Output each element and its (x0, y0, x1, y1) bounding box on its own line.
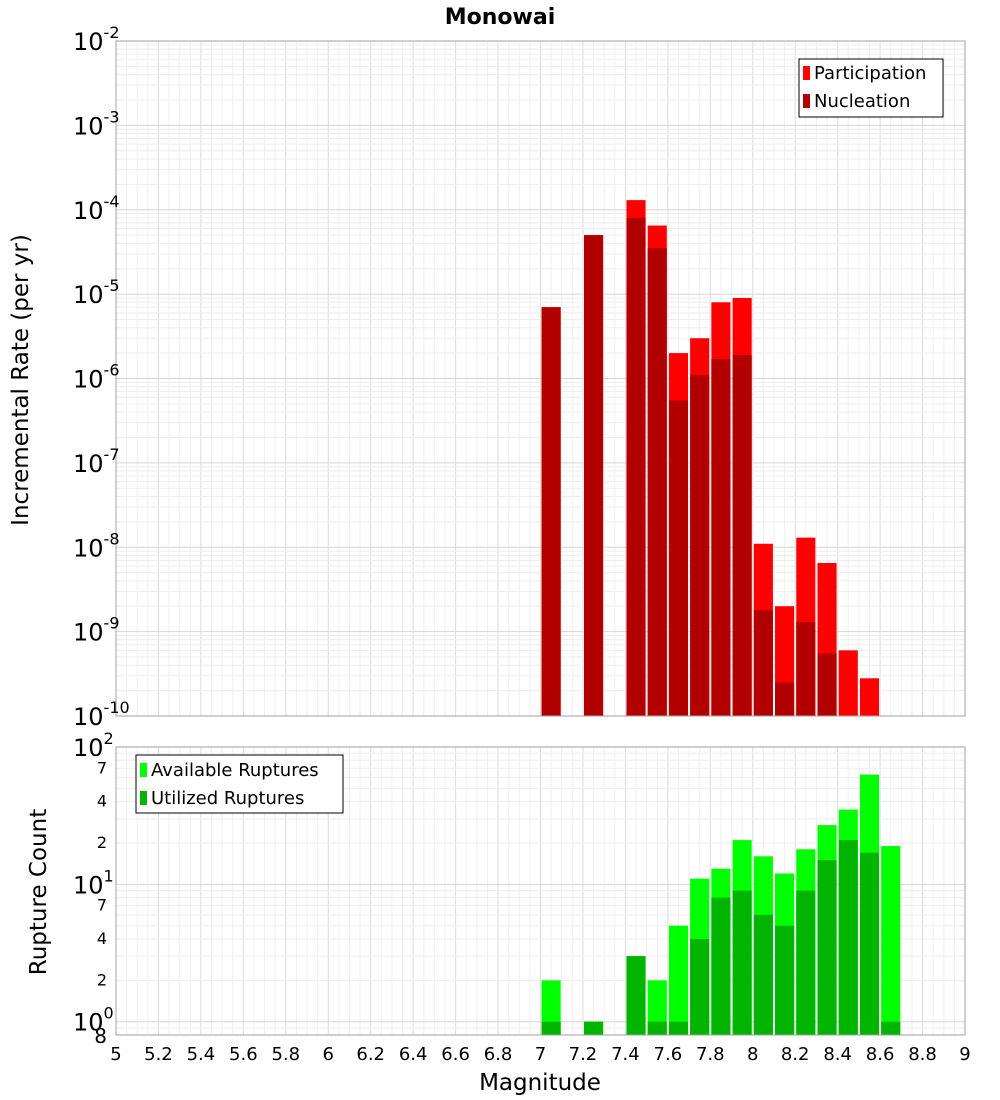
bar-utilized-ruptures (817, 860, 837, 1035)
legend-swatch (140, 763, 147, 777)
x-tick-label: 7.4 (611, 1044, 640, 1065)
bar-utilized-ruptures (541, 1021, 561, 1035)
chart-title: Monowai (445, 5, 556, 30)
bar-utilized-ruptures (711, 897, 731, 1035)
y-tick-label: 10-3 (73, 107, 120, 140)
legend: Participation Nucleation (798, 58, 944, 118)
bar-participation (859, 678, 880, 716)
y-tick-label: 10-10 (73, 698, 130, 731)
legend-box (798, 58, 944, 118)
legend-label: Utilized Ruptures (151, 788, 304, 809)
bar-utilized-ruptures (838, 840, 858, 1035)
bar-utilized-ruptures (668, 1021, 689, 1035)
legend: Available Ruptures Utilized Ruptures (135, 754, 344, 814)
x-tick-label: 6.8 (484, 1044, 513, 1065)
bar-utilized-ruptures (584, 1021, 604, 1035)
bar-participation (838, 650, 858, 716)
bar-nucleation (775, 682, 795, 716)
bar-utilized-ruptures (859, 852, 880, 1035)
y-tick-label: 4 (97, 929, 107, 948)
bar-nucleation (817, 653, 837, 716)
y-tick-label: 8 (94, 1024, 107, 1048)
x-tick-label: 8.6 (866, 1044, 895, 1065)
y-tick-label: 2 (97, 833, 107, 852)
x-axis-title: Magnitude (479, 1070, 601, 1096)
x-tick-label: 8.4 (823, 1044, 852, 1065)
y-tick-label: 7 (97, 758, 107, 777)
x-tick-label: 6 (323, 1044, 334, 1065)
y-tick-label: 4 (97, 792, 107, 811)
bar-nucleation (732, 354, 752, 716)
bar-utilized-ruptures (753, 914, 773, 1035)
bar-nucleation (647, 248, 667, 717)
y-tick-label: 10-5 (73, 276, 120, 309)
y-tick-label: 10-9 (73, 614, 120, 647)
x-tick-label: 6.6 (441, 1044, 470, 1065)
bar-nucleation (584, 235, 604, 716)
legend-swatch (803, 94, 810, 108)
y-axis-title: Rupture Count (26, 809, 52, 975)
y-tick-label: 7 (97, 896, 107, 915)
y-tick-label: 10-4 (73, 192, 120, 225)
x-tick-label: 7 (535, 1044, 546, 1065)
bar-available-ruptures (541, 980, 561, 1035)
legend-label: Participation (814, 63, 926, 84)
bar-nucleation (690, 375, 710, 716)
y-axis-title: Incremental Rate (per yr) (8, 234, 34, 526)
legend-label: Nucleation (814, 91, 910, 112)
x-tick-label: 7.8 (696, 1044, 725, 1065)
bar-nucleation (796, 622, 816, 716)
y-tick-label: 102 (73, 729, 114, 762)
bar-utilized-ruptures (690, 939, 710, 1035)
x-tick-label: 5.4 (187, 1044, 216, 1065)
bar-available-ruptures (881, 846, 901, 1035)
y-tick-label: 10-2 (73, 23, 120, 56)
bar-nucleation (711, 359, 731, 716)
bar-nucleation (668, 400, 689, 716)
x-tick-label: 5.8 (271, 1044, 300, 1065)
legend-swatch (803, 66, 810, 80)
legend-swatch (140, 791, 147, 805)
y-tick-label: 10-6 (73, 361, 120, 394)
bar-utilized-ruptures (775, 925, 795, 1035)
bar-nucleation (753, 610, 773, 716)
top-plot: Monowai 10-10 10-9 10-8 10-7 10-6 10-5 10-4 10-3… (8, 5, 966, 731)
bar-nucleation (541, 307, 561, 716)
legend-label: Available Ruptures (151, 760, 319, 781)
bar-available-ruptures (668, 925, 689, 1035)
x-tick-label: 6.2 (356, 1044, 385, 1065)
y-tick-label: 101 (73, 866, 114, 899)
bar-nucleation (626, 217, 646, 716)
x-tick-label: 8.2 (781, 1044, 810, 1065)
bar-utilized-ruptures (626, 956, 646, 1035)
x-tick-label: 9 (959, 1044, 970, 1065)
x-tick-label: 5 (110, 1044, 121, 1065)
legend-box (135, 754, 344, 814)
bar-utilized-ruptures (796, 890, 816, 1035)
x-tick-label: 8.8 (908, 1044, 937, 1065)
x-tick-label: 7.2 (569, 1044, 598, 1065)
plot-frame (115, 746, 966, 1036)
x-tick-label: 8 (747, 1044, 758, 1065)
x-tick-label: 7.6 (654, 1044, 683, 1065)
y-tick-label: 2 (97, 970, 107, 989)
y-tick-label: 10-7 (73, 445, 120, 478)
x-tick-label: 5.2 (144, 1044, 173, 1065)
x-tick-label: 5.6 (229, 1044, 258, 1065)
plot-frame (115, 40, 966, 717)
bar-utilized-ruptures (647, 1021, 667, 1035)
bar-utilized-ruptures (881, 1021, 901, 1035)
bar-utilized-ruptures (732, 890, 752, 1035)
y-tick-label: 100 (73, 1004, 114, 1037)
y-tick-label: 10-8 (73, 529, 120, 562)
x-tick-label: 6.4 (399, 1044, 428, 1065)
bar-available-ruptures (647, 980, 667, 1035)
